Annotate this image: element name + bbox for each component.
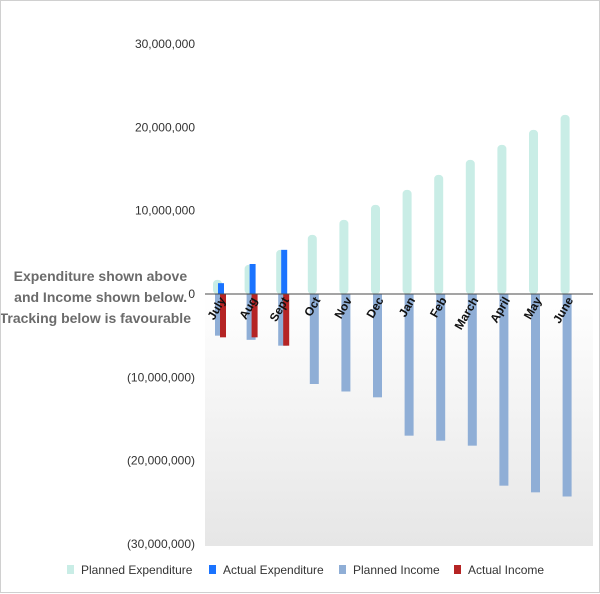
planned-income-bar: [373, 294, 382, 398]
planned-income-bar: [499, 294, 509, 486]
legend-swatch: [209, 565, 216, 574]
legend-swatch: [454, 565, 461, 574]
planned-income-bar: [436, 294, 446, 441]
planned-income-bar: [215, 294, 224, 336]
planned-expenditure-bar: [434, 174, 444, 294]
bar-marks: [213, 114, 572, 497]
planned-income-bar: [562, 294, 572, 497]
y-tick-label: (30,000,000): [127, 537, 195, 551]
planned-income-bar: [404, 294, 414, 436]
annotation-line-3: Tracking below is favourable: [1, 310, 191, 326]
actual-expenditure-bar: [218, 283, 224, 294]
legend-label: Planned Expenditure: [81, 563, 193, 577]
planned-expenditure-bar: [339, 219, 349, 294]
planned-income-bar: [246, 294, 256, 340]
planned-income-bar: [309, 294, 319, 384]
y-tick-label: 10,000,000: [135, 204, 195, 218]
planned-expenditure-bar: [465, 159, 475, 294]
planned-expenditure-bar: [497, 144, 507, 294]
y-tick-label: 0: [188, 287, 195, 301]
y-axis-labels: 30,000,000 20,000,000 10,000,000 0 (10,000,0…: [127, 37, 195, 551]
planned-income-bar: [531, 294, 540, 493]
planned-expenditure-bar: [371, 204, 380, 294]
y-tick-label: 20,000,000: [135, 120, 195, 134]
actual-expenditure-bar: [249, 264, 256, 294]
y-tick-label: (10,000,000): [127, 370, 195, 384]
planned-income-bar: [341, 294, 351, 392]
legend: Planned Expenditure Actual Expenditure Pla…: [67, 563, 544, 577]
planned-income-bar: [278, 294, 288, 346]
legend-swatch: [67, 565, 74, 574]
annotation-text: Expenditure shown above and Income shown…: [1, 268, 191, 326]
planned-expenditure-bar: [307, 234, 317, 294]
planned-expenditure-bar: [529, 129, 538, 294]
annotation-line-2: and Income shown below.: [14, 289, 187, 305]
legend-label: Actual Income: [468, 563, 544, 577]
actual-income-bar: [220, 294, 226, 338]
annotation-line-1: Expenditure shown above: [14, 268, 188, 284]
actual-income-bar: [251, 294, 258, 338]
planned-expenditure-bar: [560, 114, 570, 294]
actual-expenditure-bar: [281, 249, 288, 294]
actual-income-bar: [283, 294, 290, 346]
legend-label: Actual Expenditure: [223, 563, 324, 577]
planned-income-bar: [467, 294, 477, 446]
legend-swatch: [339, 565, 346, 574]
y-tick-label: (20,000,000): [127, 454, 195, 468]
planned-expenditure-bar: [402, 189, 412, 294]
y-tick-label: 30,000,000: [135, 37, 195, 51]
legend-label: Planned Income: [353, 563, 440, 577]
